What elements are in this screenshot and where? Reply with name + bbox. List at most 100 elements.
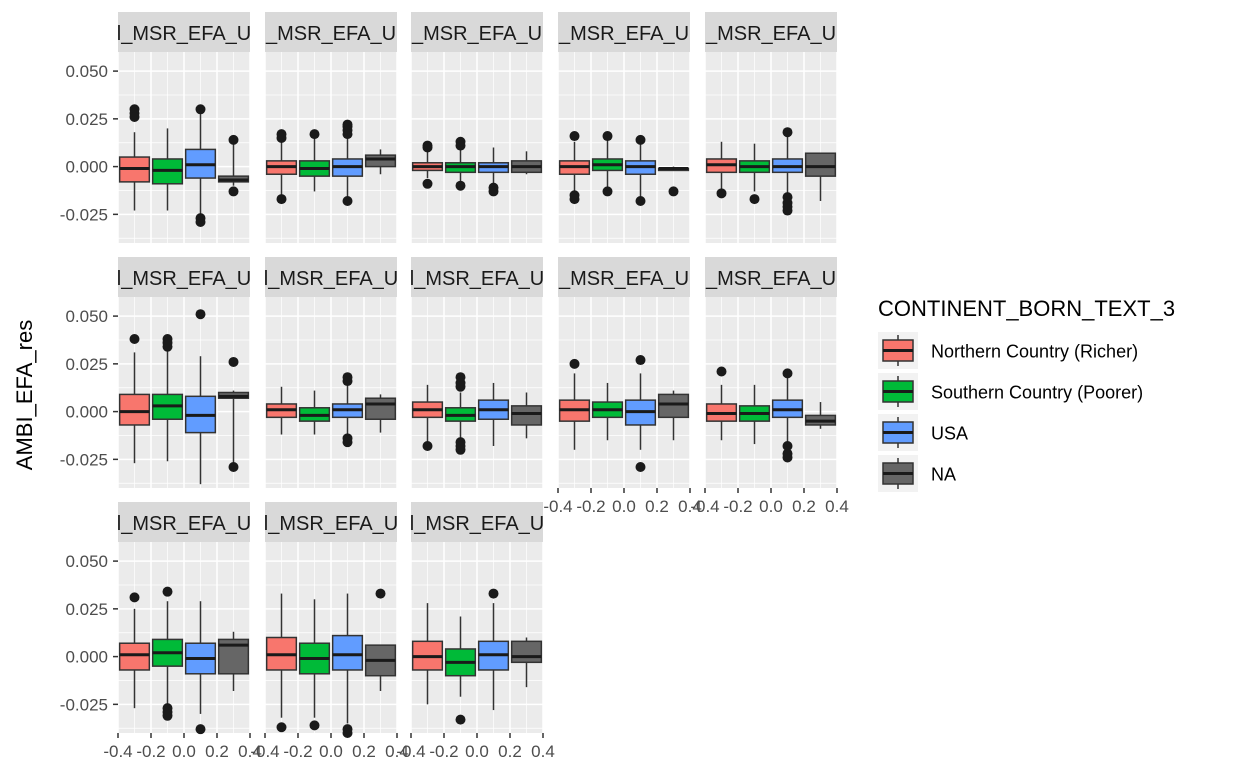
- outlier-point: [635, 355, 646, 366]
- boxplot-box: [118, 592, 151, 709]
- facet-panel: _MSR_EFA_U: [704, 12, 838, 243]
- box-iqr: [364, 397, 397, 420]
- legend-entry: Southern Country (Poorer): [878, 373, 1143, 410]
- facet-strip-label: _MSR_EFA_U: [558, 23, 689, 45]
- boxplot-box: [804, 402, 837, 429]
- facet-strip: [265, 12, 397, 52]
- boxplot-box: [331, 119, 364, 206]
- outlier-point: [455, 444, 466, 455]
- x-tick-label: 0.2: [205, 742, 229, 761]
- outlier-point: [782, 368, 793, 379]
- facet-panel: _MSR_EFA_U: [410, 12, 544, 243]
- outlier-point: [422, 178, 433, 189]
- boxplot-box: [118, 334, 151, 464]
- facet-strip-label: l_MSR_EFA_U: [410, 268, 545, 290]
- boxplot-box: [510, 151, 543, 175]
- outlier-point: [195, 104, 206, 115]
- outlier-point: [716, 188, 727, 199]
- x-tick-label: 0.0: [319, 742, 343, 761]
- x-tick-label: -0.4: [103, 742, 132, 761]
- y-tick-label: -0.025: [60, 205, 108, 224]
- boxplot-box: [184, 309, 217, 485]
- x-tick-label: -0.2: [429, 742, 458, 761]
- boxplot-box: [265, 129, 298, 205]
- outlier-point: [422, 142, 433, 153]
- boxplot-box: [477, 588, 510, 711]
- outlier-point: [455, 180, 466, 191]
- outlier-point: [162, 710, 173, 721]
- legend-entry: USA: [878, 414, 968, 451]
- x-tick-label: 0.0: [612, 497, 636, 516]
- y-tick-label: -0.025: [60, 695, 108, 714]
- boxplot-box: [591, 131, 624, 197]
- boxplot-box: [444, 372, 477, 455]
- boxplot-box: [331, 372, 364, 448]
- legend-label: Southern Country (Poorer): [931, 383, 1143, 403]
- x-tick-label: 0.2: [645, 497, 669, 516]
- boxplot-box: [771, 127, 804, 216]
- facet-panel: _MSR_EFA_U -0.4 -0.2 0.0 0.2 0.4: [543, 257, 702, 516]
- outlier-point: [162, 586, 173, 597]
- x-tick-label: -0.2: [136, 742, 165, 761]
- facet-strip: [705, 257, 837, 297]
- outlier-point: [488, 186, 499, 197]
- outlier-point: [342, 376, 353, 387]
- boxplot-box: [657, 166, 690, 197]
- outlier-point: [309, 129, 320, 140]
- facet-strip: [558, 257, 690, 297]
- boxplot-box: [364, 588, 397, 691]
- outlier-point: [228, 186, 239, 197]
- boxplot-box: [705, 141, 738, 199]
- y-tick-label: 0.025: [65, 600, 108, 619]
- legend-entry: NA: [878, 455, 956, 492]
- x-tick-label: -0.2: [723, 497, 752, 516]
- outlier-point: [129, 592, 140, 603]
- facet-panel: l_MSR_EFA_U: [264, 257, 398, 488]
- boxplot-box: [477, 382, 510, 446]
- boxplot-box: [184, 104, 217, 227]
- outlier-point: [342, 195, 353, 206]
- facet-strip: [265, 257, 397, 297]
- boxplot-box: [738, 143, 771, 205]
- outlier-point: [782, 205, 793, 216]
- boxplot-box: [364, 149, 397, 175]
- y-tick-label: 0.000: [65, 403, 108, 422]
- boxplot-box: [298, 390, 331, 435]
- boxplot-box: [331, 593, 364, 738]
- y-tick-label: 0.025: [65, 355, 108, 374]
- boxplot-box: [558, 131, 591, 205]
- outlier-point: [602, 186, 613, 197]
- boxplot-box: [477, 147, 510, 197]
- facet-strip-label: l_MSR_EFA_U: [117, 268, 252, 290]
- y-tick-label: 0.050: [65, 62, 108, 81]
- outlier-point: [569, 131, 580, 142]
- boxplot-box: [118, 104, 151, 211]
- box-iqr: [510, 405, 543, 426]
- facet-strip: [118, 257, 250, 297]
- outlier-point: [749, 194, 760, 205]
- x-tick-label: 0.0: [465, 742, 489, 761]
- outlier-point: [782, 440, 793, 451]
- facet-panel: l_MSR_EFA_U -0.4 -0.2 0.0 0.2 0.4: [250, 502, 409, 761]
- y-tick-label: 0.050: [65, 552, 108, 571]
- outlier-point: [195, 216, 206, 227]
- boxplot-box: [364, 394, 397, 433]
- boxplot-box: [184, 601, 217, 735]
- boxplot-box: [298, 599, 331, 731]
- facet-strip: [265, 502, 397, 542]
- outlier-point: [129, 334, 140, 345]
- box-iqr: [804, 152, 837, 177]
- facet-panel: l_MSR_EFA_U 0.050 0.025 0.000 -0.025 -0.4 -0.2…: [60, 502, 262, 761]
- outlier-point: [635, 195, 646, 206]
- boxplot-box: [217, 356, 250, 472]
- facet-panel: l_MSR_EFA_U: [410, 257, 545, 488]
- facet-strip-label: l_MSR_EFA_U: [264, 513, 399, 535]
- boxplot-box: [738, 384, 771, 445]
- outlier-point: [569, 194, 580, 205]
- x-tick-label: -0.4: [690, 497, 719, 516]
- outlier-point: [635, 134, 646, 145]
- boxplot-box: [444, 616, 477, 725]
- outlier-point: [455, 714, 466, 725]
- outlier-point: [195, 309, 206, 320]
